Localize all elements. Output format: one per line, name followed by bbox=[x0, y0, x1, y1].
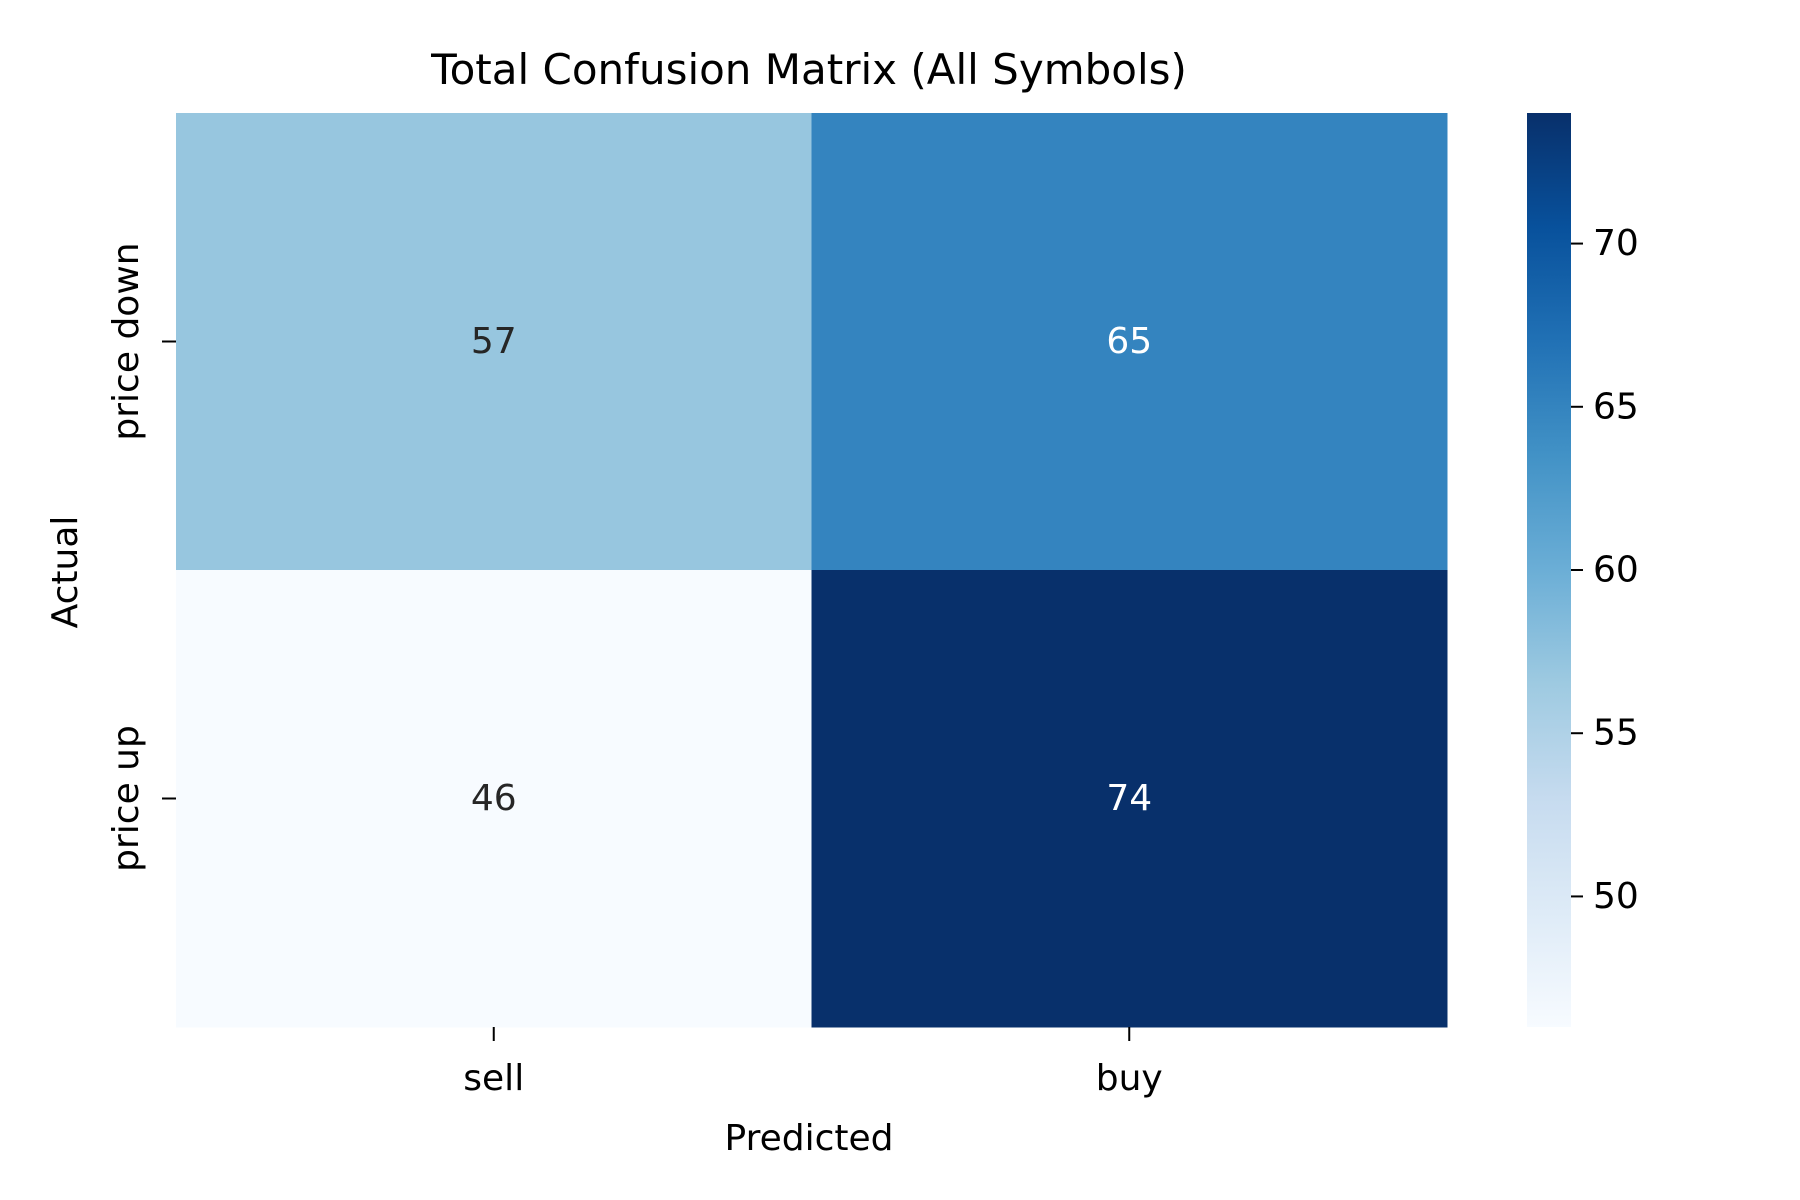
cell-value-label-0-0: 57 bbox=[471, 321, 517, 362]
y-axis-ticks: price down price up bbox=[106, 242, 176, 872]
colorbar: 50 55 60 65 70 bbox=[1527, 113, 1639, 1027]
x-tick-label-1: buy bbox=[1096, 1058, 1163, 1099]
colorbar-tick-label-3: 65 bbox=[1593, 386, 1639, 427]
x-tick-label-0: sell bbox=[463, 1058, 524, 1099]
x-axis-label: Predicted bbox=[725, 1118, 894, 1159]
colorbar-tick-label-4: 70 bbox=[1593, 223, 1639, 264]
cell-value-label-1-0: 46 bbox=[471, 778, 517, 819]
chart-title: Total Confusion Matrix (All Symbols) bbox=[430, 45, 1187, 94]
colorbar-tick-label-1: 55 bbox=[1593, 713, 1639, 754]
colorbar-tick-label-2: 60 bbox=[1593, 550, 1639, 591]
heatmap-cell-0-0 bbox=[176, 113, 812, 571]
cell-value-label-0-1: 65 bbox=[1106, 321, 1152, 362]
colorbar-ticks: 50 55 60 65 70 bbox=[1571, 223, 1639, 917]
heatmap-cell-1-1 bbox=[811, 570, 1448, 1028]
cell-value-label-1-1: 74 bbox=[1106, 778, 1152, 819]
y-tick-label-0: price down bbox=[106, 242, 147, 440]
heatmap-cell-1-0 bbox=[176, 570, 812, 1028]
colorbar-tick-label-0: 50 bbox=[1593, 876, 1639, 917]
x-axis-ticks: sell buy bbox=[463, 1027, 1163, 1099]
heatmap-cell-0-1 bbox=[811, 113, 1448, 571]
colorbar-gradient bbox=[1527, 113, 1571, 1027]
heatmap-cells: 57 65 46 74 bbox=[176, 113, 1448, 1028]
y-tick-label-1: price up bbox=[106, 725, 147, 872]
y-axis-label: Actual bbox=[45, 516, 86, 629]
